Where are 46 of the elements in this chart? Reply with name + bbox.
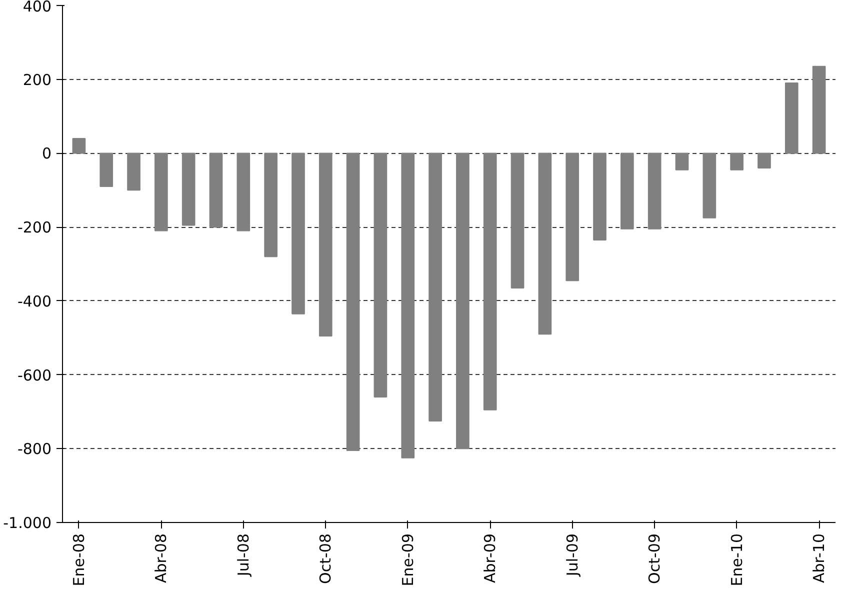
- bar: [758, 152, 771, 168]
- bar: [154, 152, 168, 232]
- bar: [620, 152, 634, 230]
- bar: [428, 152, 442, 422]
- bar: [730, 152, 744, 170]
- x-tick-label: Jul-08: [234, 533, 252, 578]
- y-tick-label: -600: [17, 366, 52, 384]
- bar: [346, 152, 360, 451]
- x-tick-label: Ene-08: [70, 533, 88, 586]
- bar: [593, 152, 606, 240]
- bar: [292, 152, 305, 314]
- y-tick-label: -800: [17, 440, 52, 458]
- bar: [374, 152, 388, 398]
- y-tick-label: 200: [22, 70, 52, 89]
- x-tick-label: Ene-10: [728, 533, 746, 586]
- y-tick-label: -1.000: [3, 514, 52, 532]
- bar: [812, 66, 826, 154]
- x-tick-label: Ene-09: [398, 533, 417, 586]
- bar: [182, 152, 196, 226]
- bar: [648, 152, 662, 230]
- bar: [510, 152, 524, 289]
- x-tick-label: Oct-09: [646, 533, 664, 584]
- x-tick-label: Jul-09: [563, 533, 582, 578]
- bar: [127, 152, 140, 191]
- bar: [264, 152, 278, 258]
- bar: [456, 152, 470, 450]
- x-tick-label: Abr-10: [810, 533, 828, 583]
- bar: [318, 152, 332, 337]
- bar: [675, 152, 689, 170]
- bar: [236, 152, 250, 232]
- bar: [401, 152, 415, 458]
- bar: [702, 152, 716, 218]
- y-tick-label: -200: [17, 218, 52, 237]
- bar: [100, 152, 114, 187]
- x-tick-label: Oct-08: [316, 533, 335, 584]
- bar: [209, 152, 223, 228]
- bar: [72, 138, 86, 154]
- bar: [566, 152, 580, 282]
- x-tick-label: Abr-08: [152, 533, 170, 583]
- bar: [784, 82, 798, 154]
- bar: [538, 152, 552, 335]
- x-tick-label: Abr-09: [481, 533, 500, 583]
- y-tick-label: 400: [22, 0, 52, 16]
- y-tick-label: 0: [42, 144, 52, 163]
- y-tick-label: -400: [17, 292, 52, 310]
- bar: [483, 152, 497, 410]
